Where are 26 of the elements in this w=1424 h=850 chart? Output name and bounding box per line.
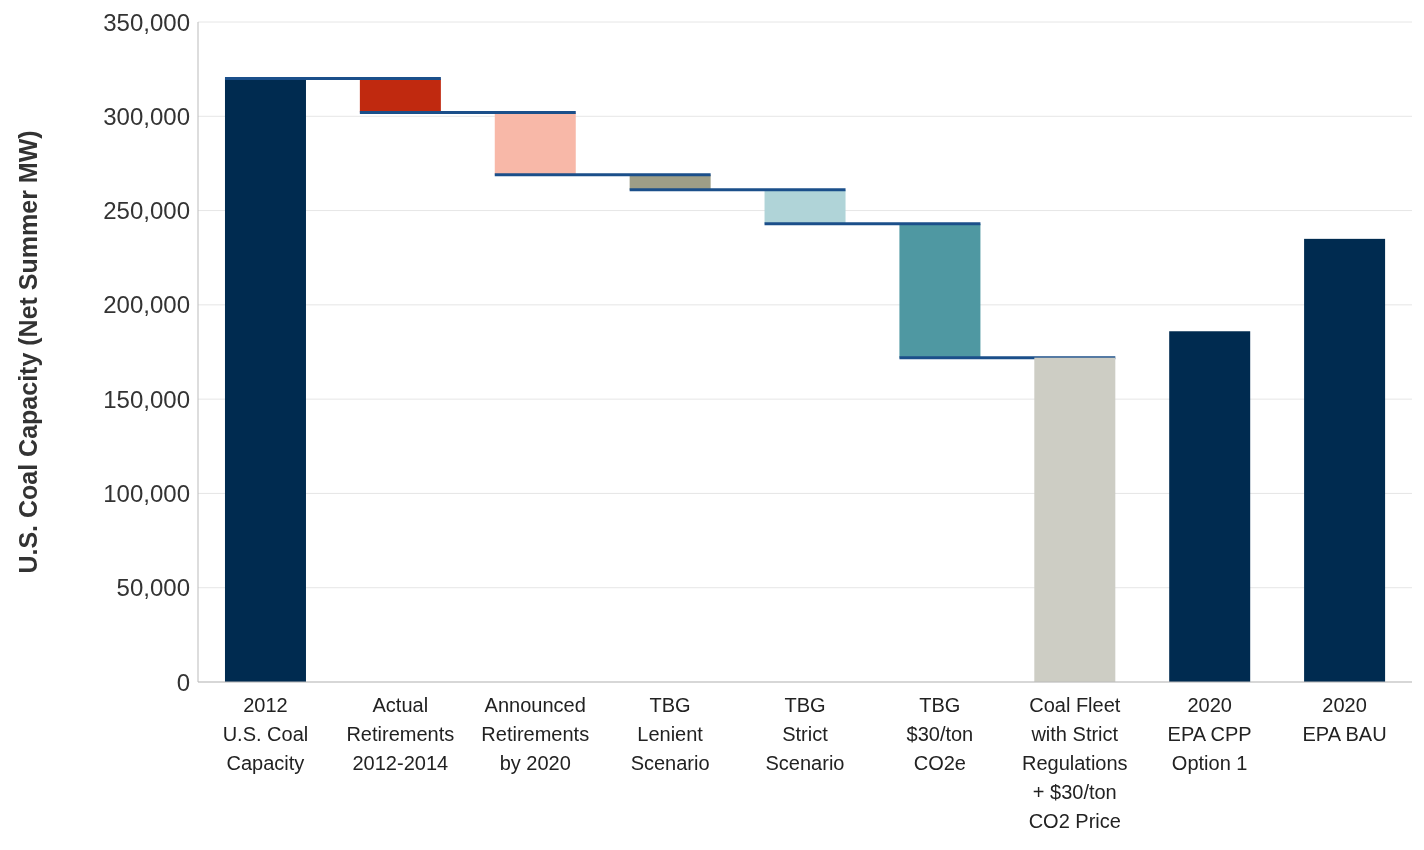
x-tick-label: TBG Lenient Scenario [630, 694, 710, 774]
x-tick-label: Actual Retirements 2012-2014 [346, 694, 455, 774]
x-tick-label: TBG $30/ton CO2e [906, 694, 974, 774]
bar [359, 78, 441, 113]
bar [1304, 238, 1386, 682]
bar [224, 78, 306, 682]
x-tick-label: 2020 EPA CPP Option 1 [1167, 694, 1252, 774]
y-tick-label: 250,000 [103, 197, 190, 225]
x-tick-label: 2020 EPA BAU [1302, 694, 1387, 745]
bar [1034, 357, 1116, 682]
x-tick-label: TBG Strict Scenario [765, 694, 845, 774]
y-tick-label: 50,000 [116, 574, 190, 602]
y-tick-label: 200,000 [103, 291, 190, 319]
y-tick-label: 100,000 [103, 479, 190, 507]
y-tick-label: 300,000 [103, 102, 190, 130]
x-tick-label: Coal Fleet with Strict Regulations + $30/ton CO2 Price [1021, 694, 1128, 832]
y-axis-title: U.S. Coal Capacity (Net Summer MW) [13, 130, 42, 574]
bar [1169, 331, 1251, 682]
y-tick-label: 0 [176, 668, 190, 696]
bar [494, 112, 576, 175]
bar [764, 189, 846, 224]
x-tick-label: Announced Retirements by 2020 [481, 694, 590, 774]
y-tick-label: 350,000 [103, 8, 190, 36]
bar [899, 223, 981, 358]
x-tick-label: 2012 U.S. Coal Capacity [222, 694, 309, 774]
y-tick-label: 150,000 [103, 385, 190, 413]
